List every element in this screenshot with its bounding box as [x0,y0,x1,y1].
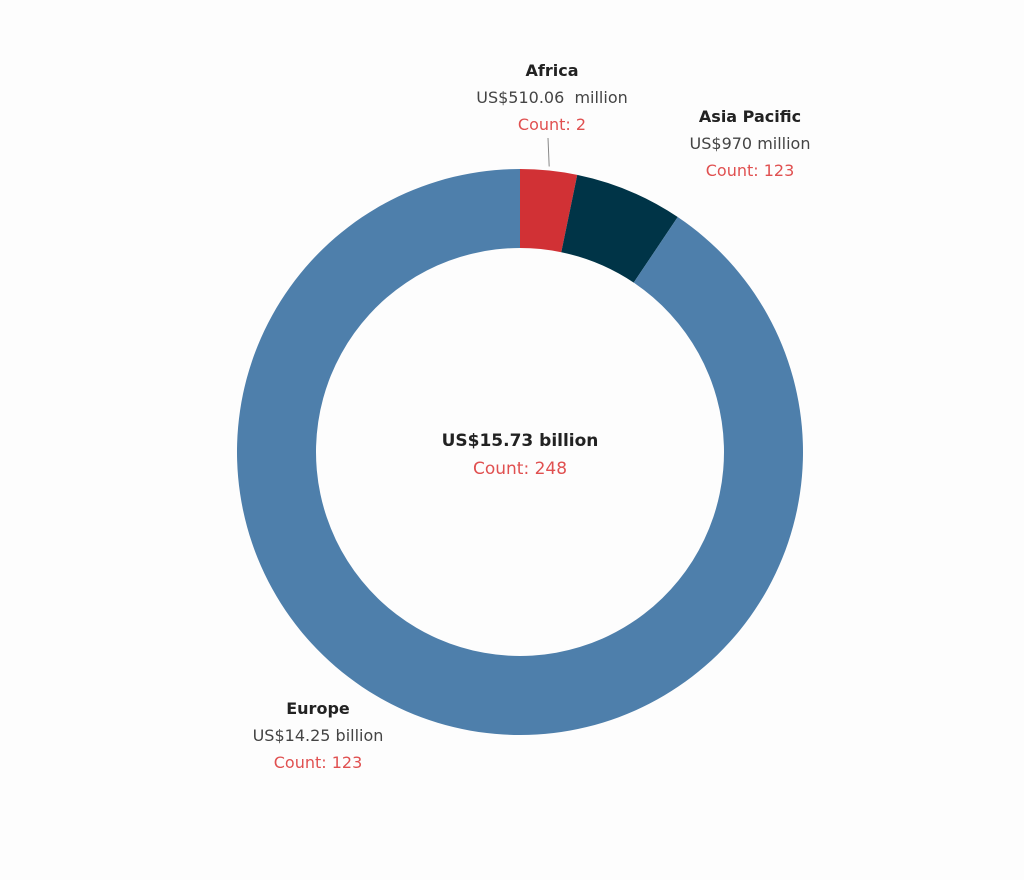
segment-label-africa: Africa US$510.06 million Count: 2 [476,61,628,134]
segment-name-africa: Africa [526,61,579,80]
center-summary: US$15.73 billion Count: 248 [442,431,599,479]
segment-name-asia-pacific: Asia Pacific [699,107,801,126]
segment-europe [236,169,803,736]
segment-count-africa: Count: 2 [518,115,586,134]
segment-value-africa: US$510.06 million [476,88,628,107]
center-total-label: US$15.73 billion [442,431,599,451]
segment-asia-pacific [561,174,678,283]
segments-layer [236,169,803,736]
segment-value-asia-pacific: US$970 million [690,134,811,153]
segment-label-europe: Europe US$14.25 billion Count: 123 [253,699,384,772]
leader-line-africa [547,137,550,167]
segment-name-europe: Europe [286,699,350,718]
segment-value-europe: US$14.25 billion [253,726,384,745]
segment-count-europe: Count: 123 [274,753,363,772]
segment-label-asia-pacific: Asia Pacific US$970 million Count: 123 [690,107,811,180]
center-count-label: Count: 248 [473,459,567,479]
segment-count-asia-pacific: Count: 123 [706,161,795,180]
segment-africa [520,169,578,253]
labels-layer: Africa US$510.06 million Count: 2 Asia Paci… [253,61,811,772]
